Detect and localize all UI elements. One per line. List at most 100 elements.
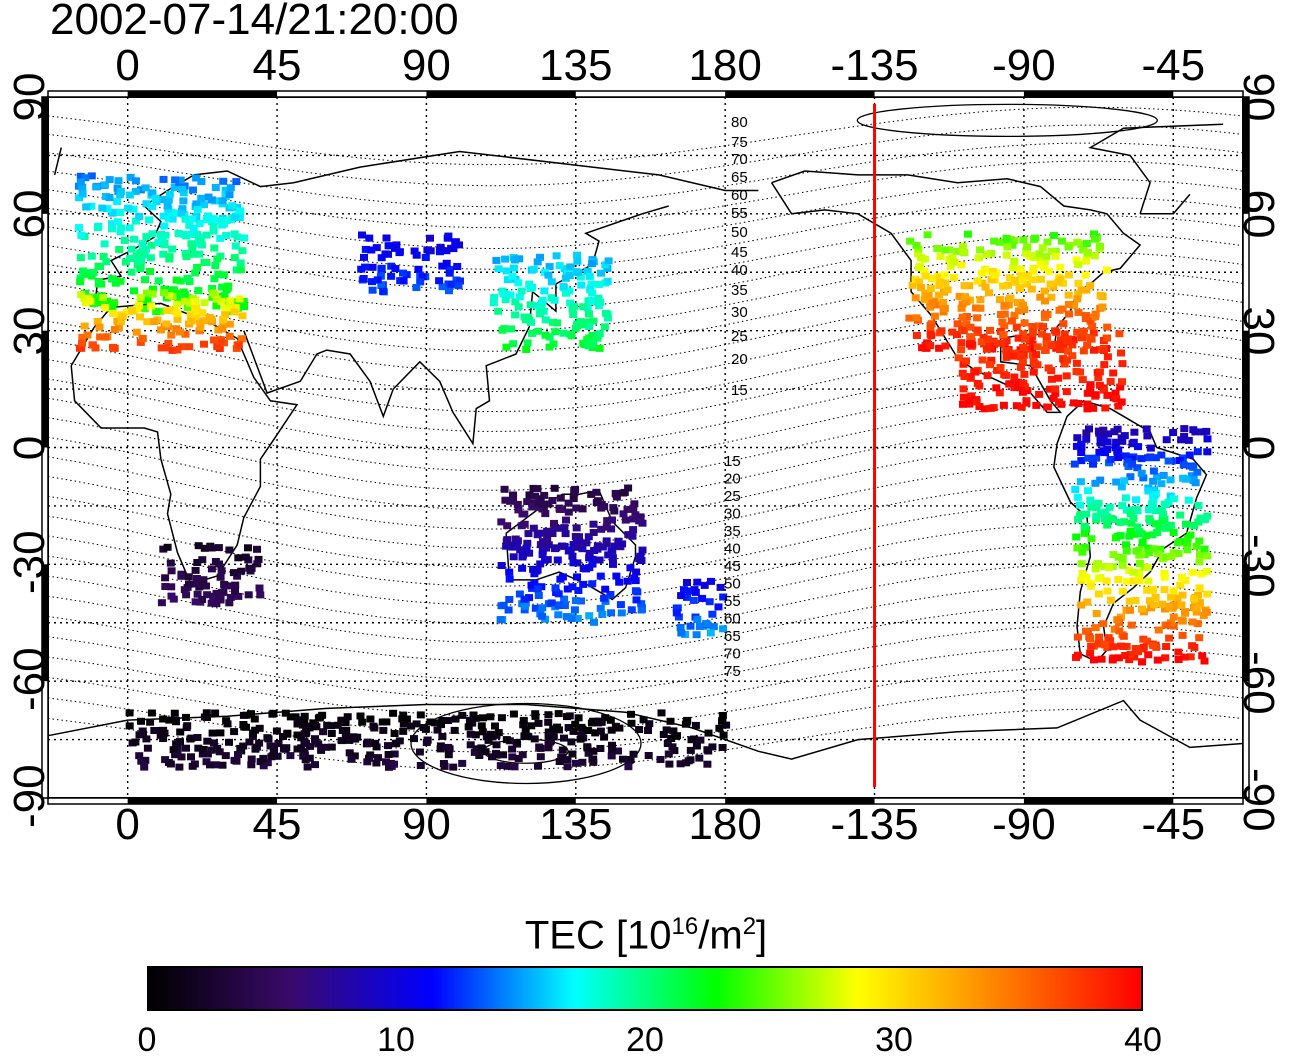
tec-pixel	[167, 567, 176, 575]
tec-pixel	[1145, 597, 1154, 605]
tec-pixel	[419, 273, 427, 281]
frame-bar-segment	[426, 91, 576, 97]
tec-pixel	[1126, 650, 1135, 658]
tec-pixel	[1132, 547, 1141, 555]
tec-pixel	[133, 261, 142, 269]
tec-pixel	[172, 325, 181, 333]
tec-pixel	[976, 304, 985, 312]
tec-pixel	[627, 719, 636, 727]
tec-pixel	[565, 712, 574, 720]
tec-pixel	[159, 735, 168, 742]
tec-pixel	[172, 276, 181, 284]
tec-pixel	[140, 763, 149, 771]
tec-pixel	[75, 194, 84, 202]
tec-pixel	[1129, 514, 1138, 522]
tec-pixel	[215, 560, 223, 568]
tec-pixel	[695, 622, 704, 630]
tec-pixel	[1105, 564, 1113, 572]
colorbar-tick: 0	[137, 1021, 157, 1059]
tec-pixel	[685, 587, 694, 595]
tec-pixel	[377, 254, 386, 262]
tec-pixel	[692, 742, 701, 750]
tec-pixel	[1043, 403, 1052, 411]
tec-pixel	[579, 303, 588, 311]
tec-pixel	[1022, 399, 1031, 407]
tec-pixel	[1019, 343, 1028, 351]
tec-pixel	[666, 717, 675, 725]
tec-pixel	[502, 267, 511, 275]
tec-pixel	[1068, 341, 1077, 349]
tec-pixel	[963, 230, 972, 238]
tec-pixel	[572, 759, 580, 767]
x-tick-top: 135	[539, 41, 613, 90]
tec-pixel	[450, 726, 459, 734]
tec-pixel	[174, 294, 183, 302]
tec-pixel	[1195, 584, 1204, 592]
tec-pixel	[1149, 477, 1158, 485]
tec-pixel	[1122, 506, 1131, 514]
tec-pixel	[541, 316, 550, 324]
tec-pixel	[1165, 603, 1174, 611]
tec-pixel	[1111, 389, 1120, 397]
tec-pixel	[624, 531, 633, 539]
tec-pixel	[1089, 404, 1098, 412]
tec-pixel	[218, 325, 227, 333]
tec-pixel	[118, 313, 127, 321]
tec-pixel	[631, 511, 640, 519]
tec-pixel	[931, 312, 940, 320]
tec-pixel	[977, 269, 986, 277]
y-tick-right: 60	[1234, 189, 1283, 239]
tec-pixel	[682, 759, 691, 767]
tec-pixel	[583, 304, 592, 312]
tec-pixel	[928, 298, 937, 306]
tec-pixel	[198, 556, 207, 564]
tec-pixel	[142, 200, 151, 208]
tec-pixel	[533, 485, 542, 493]
tec-pixel	[1076, 501, 1084, 509]
tec-pixel	[151, 194, 160, 202]
tec-pixel	[604, 551, 613, 559]
tec-pixel	[402, 715, 411, 723]
tec-pixel	[576, 273, 585, 281]
contour-label: 60	[724, 611, 741, 628]
tec-pixel	[926, 342, 935, 350]
tec-pixel	[523, 498, 532, 506]
tec-pixel	[1198, 652, 1207, 660]
tec-pixel	[127, 268, 136, 276]
tec-pixel	[1022, 250, 1031, 258]
tec-pixel	[636, 513, 645, 521]
tec-pixel	[676, 623, 685, 631]
tec-pixel	[1200, 545, 1209, 553]
tec-pixel	[1169, 549, 1178, 557]
tec-pixel	[978, 356, 987, 364]
y-tick-left: 60	[5, 189, 54, 239]
tec-pixel	[372, 759, 381, 767]
tec-pixel	[1133, 464, 1142, 472]
tec-pixel	[608, 516, 616, 524]
tec-pixel	[371, 739, 380, 747]
tec-pixel	[205, 313, 214, 321]
tec-pixel	[162, 320, 171, 328]
tec-pixel	[1022, 272, 1031, 280]
tec-pixel	[589, 755, 598, 763]
tec-pixel	[1124, 457, 1132, 465]
tec-pixel	[576, 735, 585, 743]
tec-pixel	[573, 615, 582, 622]
tec-pixel	[513, 500, 522, 508]
tec-pixel	[1016, 265, 1025, 273]
tec-pixel	[1036, 260, 1045, 268]
tec-pixel	[317, 746, 326, 754]
tec-pixel	[529, 265, 538, 273]
tec-pixel	[181, 215, 190, 223]
tec-pixel	[1078, 574, 1087, 582]
tec-pixel	[519, 721, 528, 729]
tec-pixel	[1109, 654, 1118, 662]
tec-pixel	[247, 761, 256, 769]
tec-pixel	[1080, 529, 1089, 537]
tec-pixel	[1079, 347, 1088, 355]
tec-pixel	[559, 329, 568, 337]
contour-label: 45	[724, 558, 741, 575]
x-tick-bottom: 135	[539, 800, 613, 849]
contour-label: 65	[724, 628, 741, 645]
tec-pixel	[478, 728, 487, 736]
